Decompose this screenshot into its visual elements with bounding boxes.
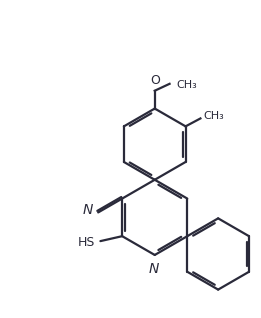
Text: HS: HS (78, 236, 96, 249)
Text: O: O (150, 74, 160, 87)
Text: N: N (83, 204, 93, 218)
Text: CH₃: CH₃ (176, 80, 197, 90)
Text: CH₃: CH₃ (203, 111, 224, 121)
Text: N: N (149, 262, 159, 276)
